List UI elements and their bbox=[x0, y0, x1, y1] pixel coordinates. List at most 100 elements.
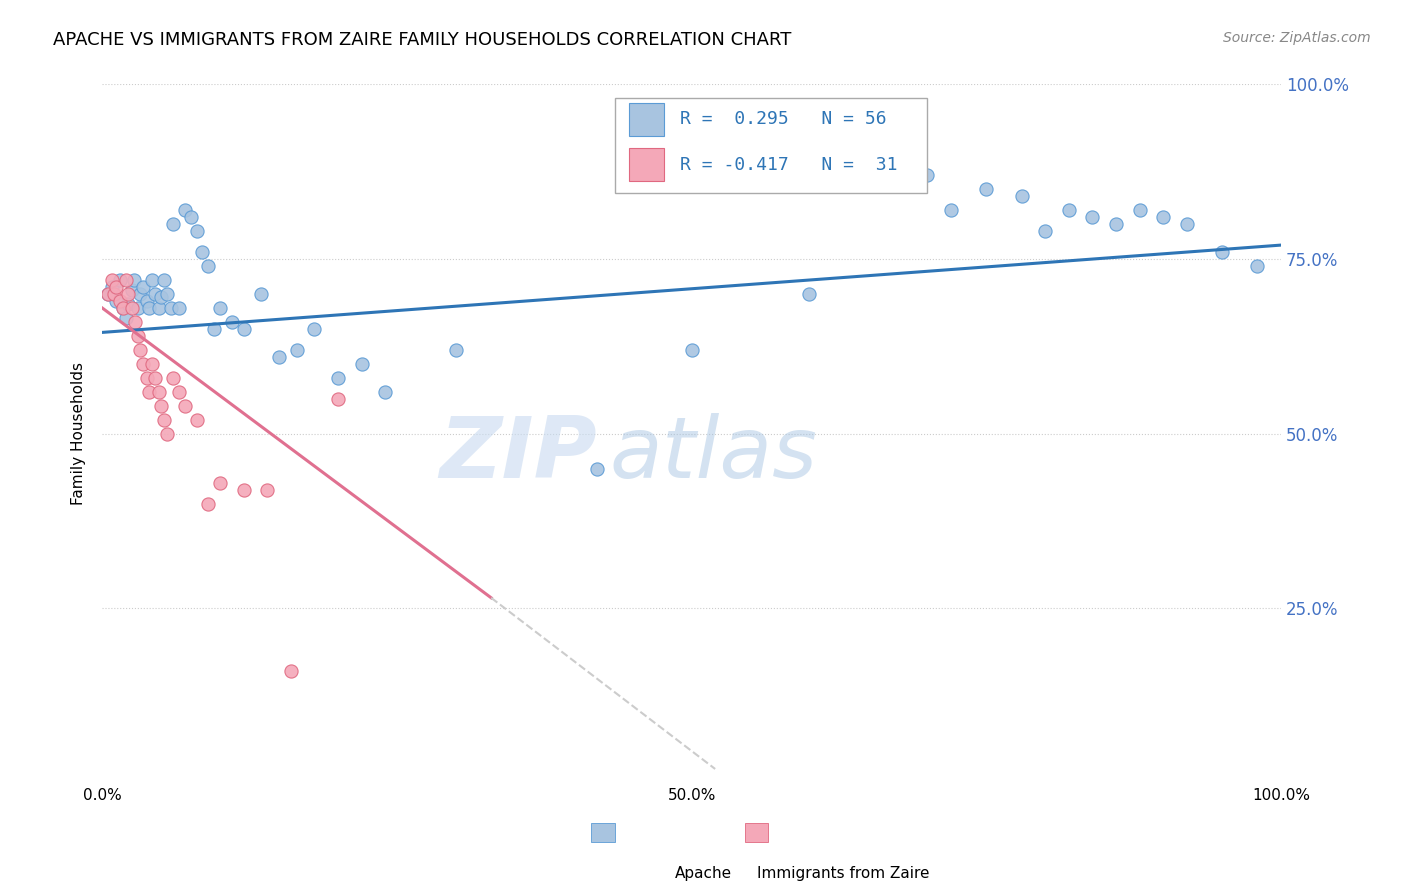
Point bbox=[114, 273, 136, 287]
Point bbox=[681, 343, 703, 357]
Point bbox=[156, 426, 179, 441]
Point bbox=[280, 664, 302, 678]
Point bbox=[105, 293, 128, 308]
Point bbox=[138, 384, 160, 399]
Point bbox=[197, 497, 219, 511]
Point bbox=[122, 273, 145, 287]
Point bbox=[108, 293, 131, 308]
Point bbox=[136, 371, 159, 385]
Point bbox=[1081, 210, 1104, 224]
Point bbox=[127, 329, 149, 343]
Point bbox=[97, 287, 120, 301]
Text: R =  0.295   N = 56: R = 0.295 N = 56 bbox=[679, 111, 886, 128]
Point bbox=[197, 259, 219, 273]
Point bbox=[444, 343, 467, 357]
Point bbox=[326, 371, 349, 385]
Point bbox=[1105, 217, 1128, 231]
Point bbox=[150, 399, 173, 413]
Point bbox=[148, 384, 170, 399]
Point bbox=[586, 461, 609, 475]
Text: APACHE VS IMMIGRANTS FROM ZAIRE FAMILY HOUSEHOLDS CORRELATION CHART: APACHE VS IMMIGRANTS FROM ZAIRE FAMILY H… bbox=[53, 31, 792, 49]
Bar bbox=[745, 822, 768, 842]
Point bbox=[117, 287, 139, 301]
Point bbox=[209, 301, 232, 315]
Point bbox=[143, 371, 166, 385]
Point bbox=[132, 357, 155, 371]
Point bbox=[917, 168, 939, 182]
Point bbox=[148, 301, 170, 315]
Point bbox=[186, 224, 208, 238]
Point bbox=[232, 322, 254, 336]
Point bbox=[141, 357, 163, 371]
Point bbox=[112, 301, 135, 315]
Bar bbox=[592, 822, 614, 842]
Text: Immigrants from Zaire: Immigrants from Zaire bbox=[758, 866, 929, 881]
Point bbox=[105, 280, 128, 294]
Point bbox=[138, 301, 160, 315]
Point bbox=[162, 371, 184, 385]
Point bbox=[799, 287, 821, 301]
Point bbox=[173, 203, 195, 218]
Text: Source: ZipAtlas.com: Source: ZipAtlas.com bbox=[1223, 31, 1371, 45]
Point bbox=[129, 343, 152, 357]
Point bbox=[143, 287, 166, 301]
Point bbox=[162, 217, 184, 231]
Point bbox=[1175, 217, 1198, 231]
Point bbox=[114, 311, 136, 326]
Point bbox=[974, 182, 997, 196]
Point bbox=[191, 245, 214, 260]
Point bbox=[285, 343, 308, 357]
Point bbox=[939, 203, 962, 218]
Point bbox=[103, 287, 125, 301]
Point bbox=[1211, 245, 1233, 260]
Point bbox=[152, 273, 174, 287]
Point bbox=[132, 280, 155, 294]
Point bbox=[232, 483, 254, 497]
Point bbox=[141, 273, 163, 287]
Point bbox=[173, 399, 195, 413]
Point bbox=[159, 301, 181, 315]
Point bbox=[1246, 259, 1268, 273]
Point bbox=[304, 322, 326, 336]
Point bbox=[100, 273, 122, 287]
FancyBboxPatch shape bbox=[614, 98, 928, 193]
Text: R = -0.417   N =  31: R = -0.417 N = 31 bbox=[679, 155, 897, 174]
Point bbox=[121, 301, 143, 315]
Point bbox=[156, 287, 179, 301]
Point bbox=[112, 301, 135, 315]
Point bbox=[256, 483, 278, 497]
Point bbox=[1011, 189, 1033, 203]
Point bbox=[136, 293, 159, 308]
Point bbox=[167, 301, 190, 315]
Text: Apache: Apache bbox=[675, 866, 731, 881]
Y-axis label: Family Households: Family Households bbox=[72, 362, 86, 505]
Point bbox=[97, 287, 120, 301]
Point bbox=[267, 350, 290, 364]
Point bbox=[1152, 210, 1174, 224]
Point bbox=[209, 475, 232, 490]
Point bbox=[374, 384, 396, 399]
Point bbox=[1128, 203, 1150, 218]
Point bbox=[221, 315, 243, 329]
Point bbox=[117, 297, 139, 311]
Point bbox=[129, 287, 152, 301]
Point bbox=[127, 301, 149, 315]
Text: ZIP: ZIP bbox=[440, 413, 598, 496]
Point bbox=[250, 287, 273, 301]
Point bbox=[121, 284, 143, 298]
Point bbox=[350, 357, 373, 371]
Point bbox=[326, 392, 349, 406]
Point bbox=[167, 384, 190, 399]
Point bbox=[1033, 224, 1056, 238]
Bar bbox=[628, 148, 665, 181]
Point bbox=[180, 210, 202, 224]
Point bbox=[1057, 203, 1080, 218]
Text: atlas: atlas bbox=[609, 413, 817, 496]
Point bbox=[150, 291, 173, 305]
Point bbox=[124, 315, 146, 329]
Point bbox=[108, 273, 131, 287]
Point bbox=[100, 280, 122, 294]
Bar bbox=[628, 103, 665, 136]
Point bbox=[186, 413, 208, 427]
Point bbox=[152, 413, 174, 427]
